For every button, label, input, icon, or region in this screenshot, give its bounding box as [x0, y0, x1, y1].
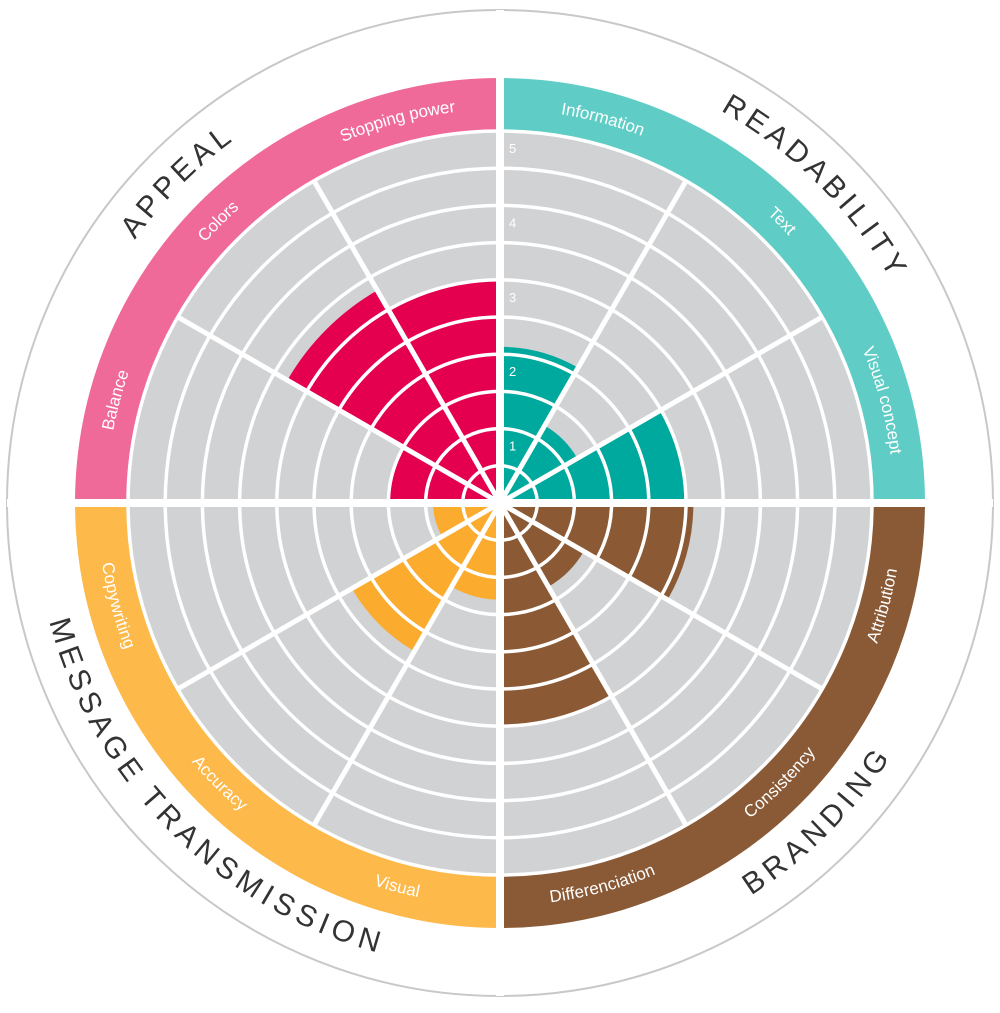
criteria-divider — [176, 314, 502, 506]
sector-bg-visual — [314, 503, 500, 875]
sector-bg-consistency — [500, 503, 823, 826]
bar-visual-concept — [500, 410, 686, 503]
bar-information — [500, 346, 579, 503]
sector-bg-text — [500, 180, 823, 503]
criteria-divider — [497, 179, 689, 505]
band-branding — [500, 503, 925, 928]
criteria-divider — [311, 179, 503, 505]
bar-consistency — [500, 503, 584, 587]
band-appeal — [75, 78, 500, 503]
band-message-transmission — [75, 503, 500, 928]
tick-label-3: 3 — [509, 290, 516, 305]
band-readability — [500, 78, 925, 503]
tick-label-2: 2 — [509, 364, 516, 379]
criteria-divider — [311, 501, 503, 827]
tick-label-4: 4 — [509, 215, 516, 230]
sector-dividers — [7, 10, 993, 996]
bar-accuracy — [351, 503, 500, 652]
category-bands — [75, 78, 925, 928]
tick-label-1: 1 — [509, 439, 516, 454]
criteria-divider — [497, 501, 689, 827]
criteria-divider — [176, 500, 502, 692]
tick-label-5: 5 — [509, 141, 516, 156]
tick-labels: 1 2 3 4 5 — [509, 141, 516, 454]
sector-bg-copywriting — [128, 503, 500, 689]
bar-text — [500, 425, 578, 503]
criteria-divider — [498, 314, 824, 506]
criteria-divider — [498, 500, 824, 692]
